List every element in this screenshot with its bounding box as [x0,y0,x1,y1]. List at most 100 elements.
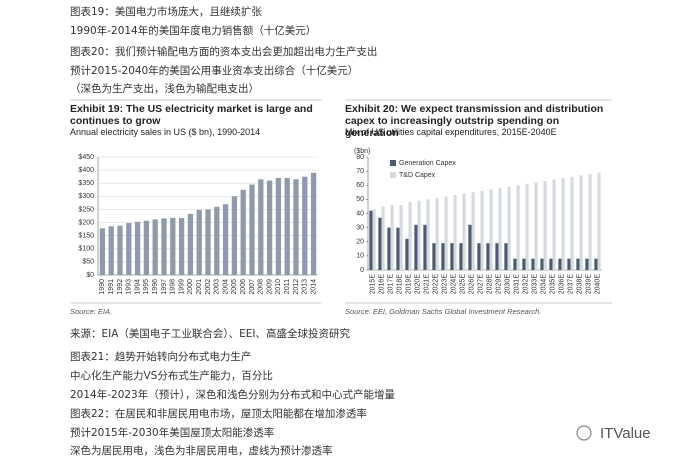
bar [459,243,463,270]
bar [498,188,502,270]
bar [477,243,481,270]
y-tick-label: 60 [356,182,364,189]
bar [152,219,158,275]
exhibit-title: Exhibit 20: We expect transmission and d… [345,103,604,139]
x-tick-label: 2003 [214,279,221,295]
bar [310,172,317,275]
x-tick-label: 2034E [540,274,547,295]
bar [540,258,544,270]
bar [108,226,114,275]
x-tick-label: 1998 [170,279,177,295]
x-tick-label: 2017E [387,274,394,295]
y-tick-label: 30 [356,224,364,231]
bar [486,243,490,270]
y-tick-label: $50 [82,259,94,266]
bar [134,221,141,275]
bar [414,224,418,270]
bar [471,192,475,270]
footer-line: 图表22：在居民和非居民用电市场，屋顶太阳能都在增加渗透率 [70,408,367,420]
watermark-icon [576,425,592,441]
bar [444,196,448,270]
bar [405,238,409,270]
bar [567,258,571,270]
bar [143,220,150,275]
bar [258,179,264,275]
bar [570,176,574,270]
footer-line: 预计2015年-2030年美国屋顶太阳能渗透率 [70,427,275,439]
x-tick-label: 2001 [196,279,203,295]
bar [99,228,106,275]
x-tick-label: 2011 [284,279,291,294]
watermark: ITValue [600,425,651,442]
bar [552,179,556,270]
bar [585,258,589,270]
source: Source: EIA. [70,307,113,316]
x-tick-label: 2036E [558,274,565,295]
header-line: （深色为生产支出，浅色为输配电支出） [70,83,259,95]
footer-line: 中心化生产能力VS分布式生产能力，百分比 [70,370,273,382]
x-tick-label: 2016E [378,274,385,295]
bar [534,182,538,270]
x-tick-label: 1995 [143,279,150,295]
bar [275,177,282,275]
y-tick-label: 0 [360,267,364,274]
x-tick-label: 2005 [231,279,238,295]
bar [432,243,436,270]
bar [369,210,373,270]
y-tick-label: $450 [78,154,94,161]
y-tick-label: 20 [356,239,364,246]
x-tick-label: 2027E [477,274,484,295]
x-tick-label: 2025E [459,274,466,295]
bar [117,225,123,275]
x-tick-label: 2028E [486,274,493,295]
bar [187,213,194,275]
bar [214,206,220,275]
bar [426,199,430,270]
x-tick-label: 2038E [576,274,583,295]
x-tick-label: 1990 [99,279,106,295]
bar [579,175,583,270]
x-tick-label: 2000 [187,279,194,295]
legend-swatch [390,172,396,178]
bar [196,209,202,275]
y-tick-label: $150 [78,233,94,240]
bar [381,206,385,270]
header-line: 1990年-2014年的美国年度电力销售额（十亿美元） [70,25,317,37]
y-tick-label: 40 [356,210,364,217]
footer-line: 深色为居民用电，浅色为非居民用电，虚线为预计渗透率 [70,445,333,457]
bar [222,204,229,275]
x-tick-label: 1992 [117,279,124,295]
bar [302,176,308,275]
exhibit-subtitle: Mix of US utilities capital expenditures… [345,127,557,137]
bar [549,258,553,270]
y-axis-label: ($bn) [354,148,370,155]
x-tick-label: 2033E [531,274,538,295]
bar [399,205,403,270]
bar [597,172,601,270]
exhibit-title: Exhibit 19: The US electricity market is… [70,103,313,127]
header-line: 预计2015-2040年的美国公用事业资本支出综合（十亿美元） [70,65,359,77]
y-tick-label: $100 [78,246,94,253]
x-tick-label: 2029E [495,274,502,295]
bar [372,209,376,270]
bar [480,190,484,270]
bar [507,186,511,270]
bar [178,218,185,275]
x-tick-label: 2008 [258,279,265,295]
bar [390,205,394,270]
bar [543,181,547,270]
x-tick-label: 1997 [161,279,168,295]
bar [450,243,454,270]
bar [378,217,382,270]
bar [576,258,580,270]
legend-label: T&D Capex [399,172,436,179]
y-tick-label: $350 [78,180,94,187]
bar [249,184,255,275]
footer-line: 2014年-2023年（预计），深色和浅色分别为分布式和中心式产能增量 [70,389,395,401]
x-tick-label: 2031E [513,274,520,295]
bar [396,227,400,270]
y-tick-label: $300 [78,193,94,200]
bar [522,258,526,270]
bar [489,189,493,270]
bar [513,258,517,270]
